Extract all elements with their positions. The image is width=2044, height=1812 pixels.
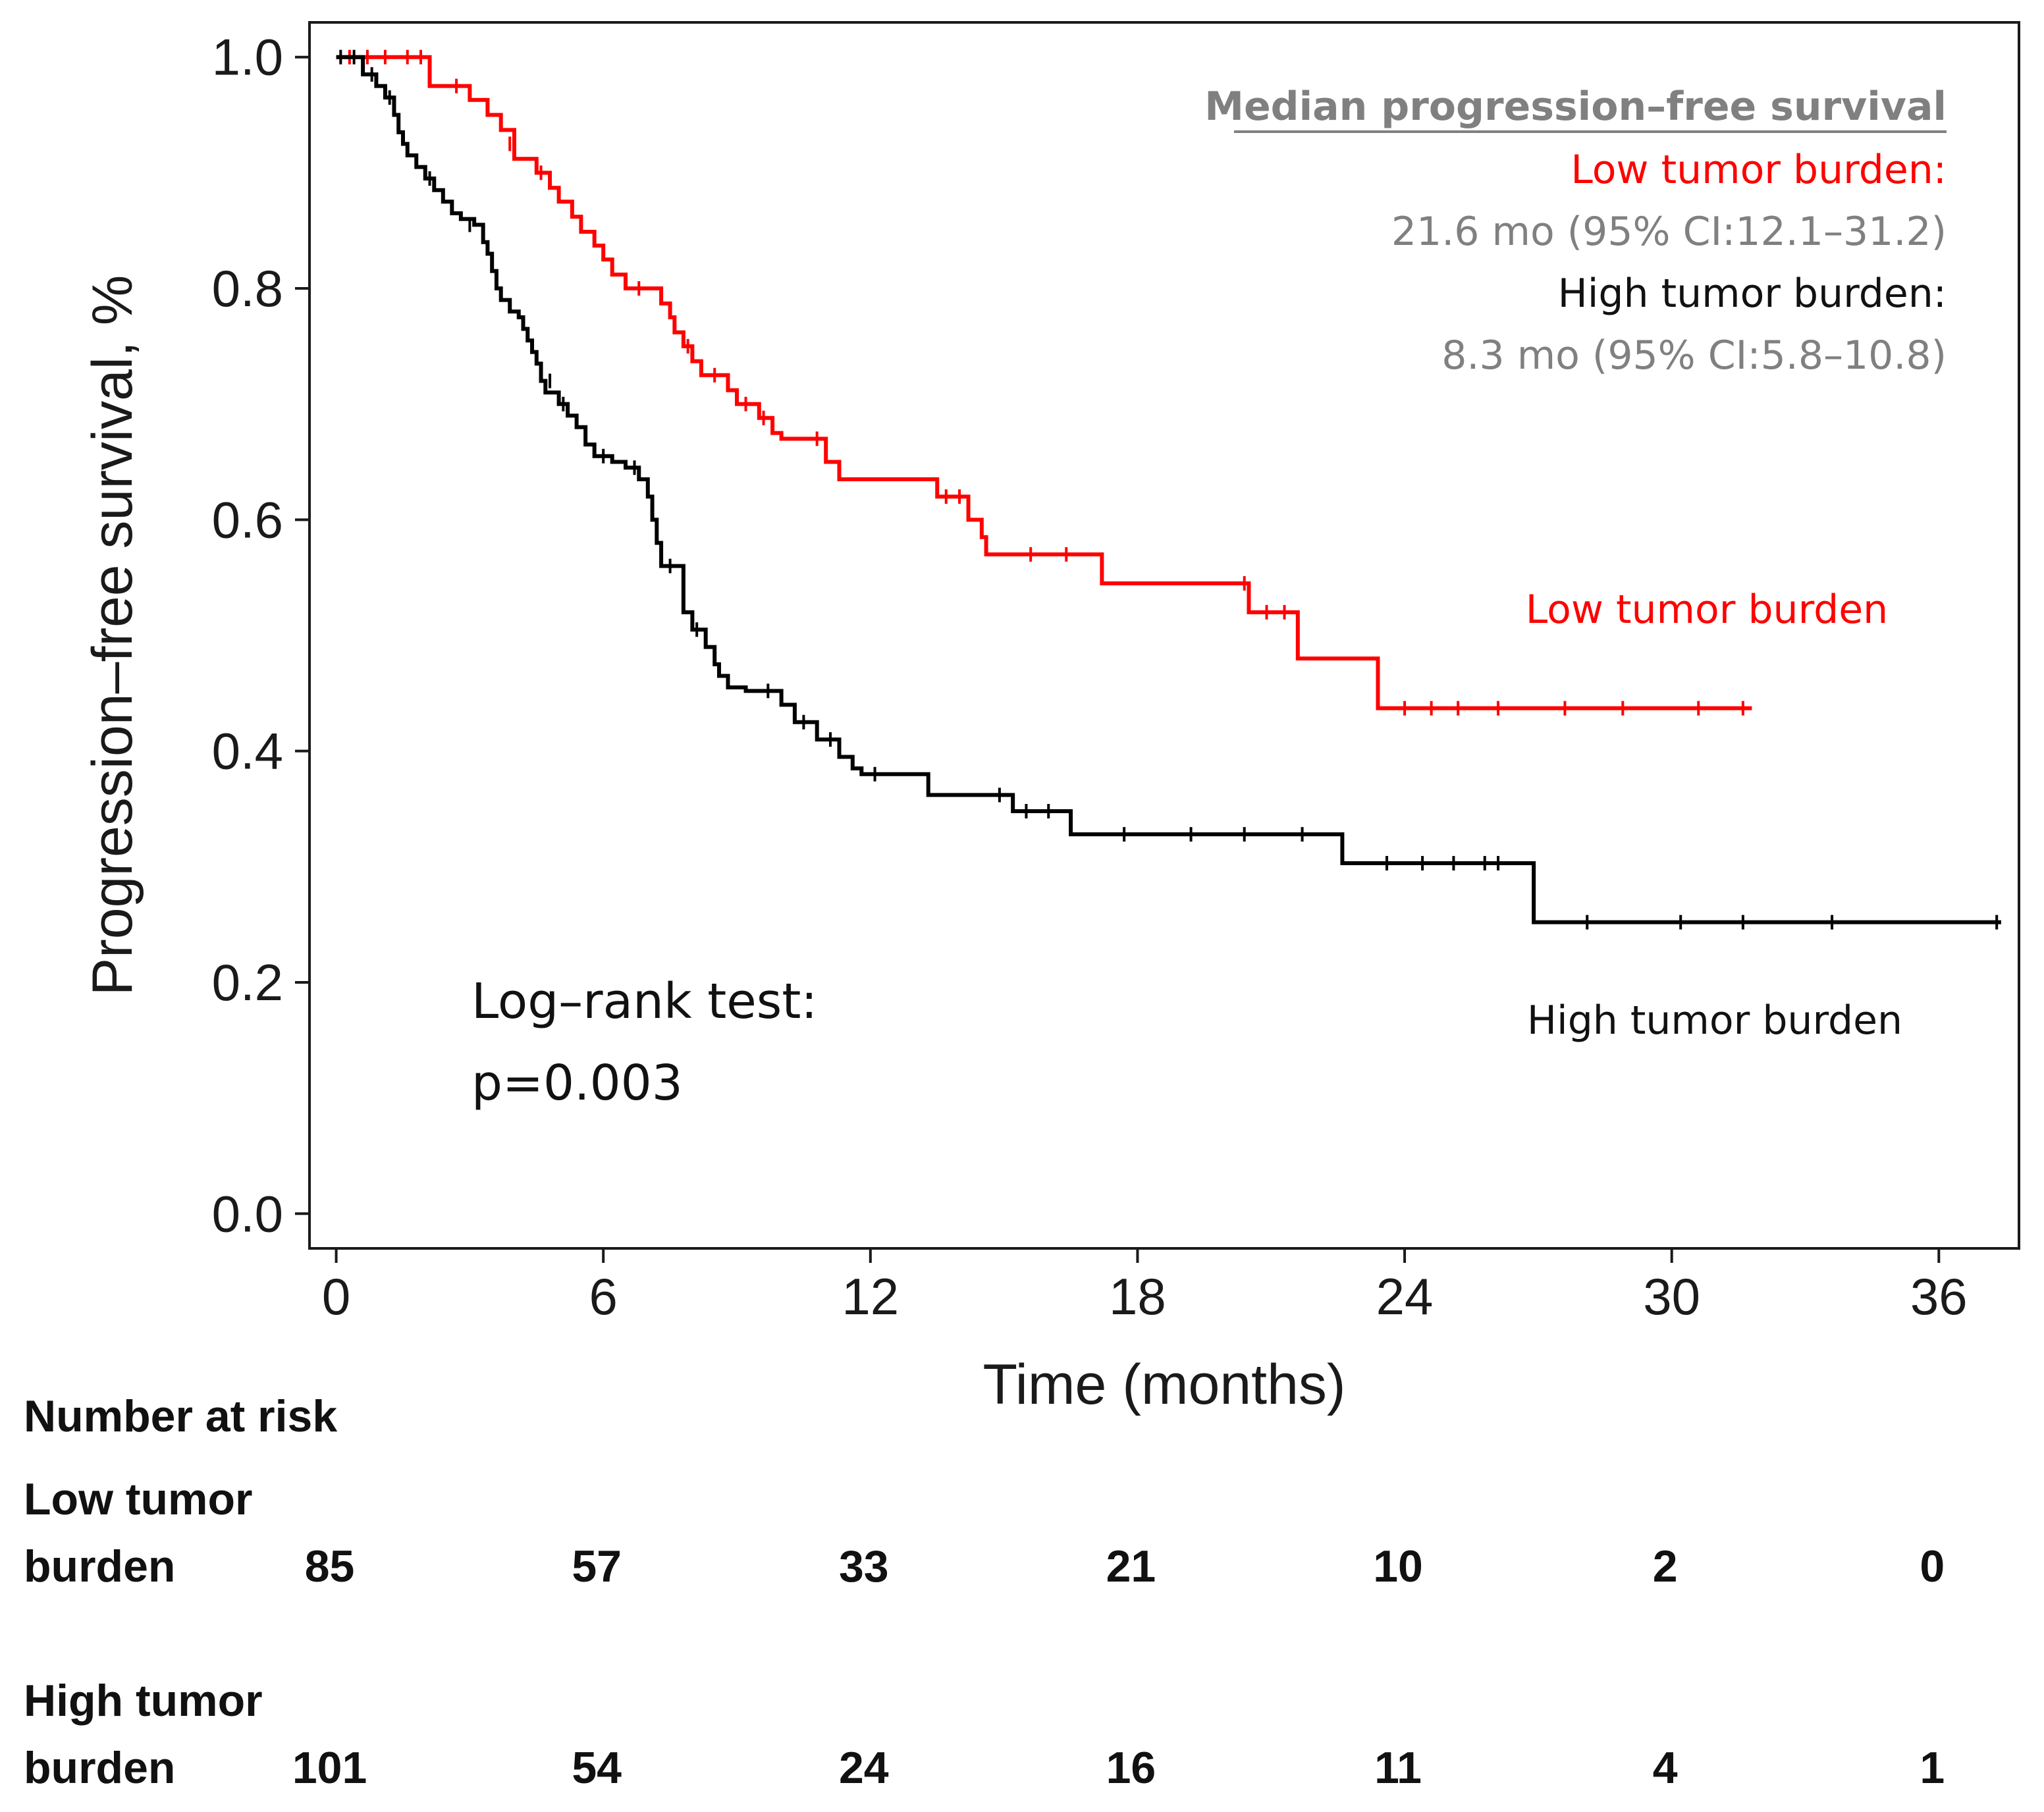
x-tick-label: 24	[1376, 1267, 1434, 1325]
risk-value: 0	[1920, 1541, 1945, 1591]
logrank-pvalue: p=0.003	[471, 1055, 683, 1111]
risk-value: 85	[305, 1541, 355, 1591]
risk-row-low-label-2: burden	[24, 1541, 175, 1591]
high-curve-label: High tumor burden	[1527, 998, 1902, 1044]
y-tick-label: 1.0	[212, 28, 283, 86]
risk-value: 11	[1374, 1743, 1422, 1793]
x-tick-label: 12	[842, 1267, 899, 1325]
logrank-title: Log–rank test:	[471, 973, 817, 1030]
risk-value: 10	[1373, 1541, 1423, 1591]
y-tick-label: 0.2	[212, 953, 283, 1011]
risk-value: 2	[1653, 1541, 1678, 1591]
risk-value: 4	[1653, 1743, 1678, 1793]
x-axis-title: Time (months)	[982, 1353, 1345, 1416]
median-high-label: High tumor burden:	[1558, 271, 1947, 317]
series-line-high	[336, 55, 2001, 924]
risk-table-values: 85 57 33 21 10 2 0 101 54 24 16 11 4 1	[292, 1541, 1945, 1793]
median-heading: Median progression–free survival	[1204, 84, 1947, 130]
y-axis: 0.0 0.2 0.4 0.6 0.8 1.0	[212, 28, 309, 1242]
risk-value: 24	[839, 1743, 889, 1793]
risk-value: 57	[572, 1541, 622, 1591]
risk-value: 33	[839, 1541, 889, 1591]
y-tick-label: 0.0	[212, 1185, 283, 1242]
median-high-value: 8.3 mo (95% CI:5.8–10.8)	[1441, 333, 1947, 379]
y-tick-label: 0.4	[212, 722, 283, 780]
risk-value: 16	[1106, 1743, 1156, 1793]
y-axis-title: Progression–free survival, %	[81, 275, 144, 996]
low-curve-label: Low tumor burden	[1526, 587, 1888, 633]
risk-row-high-label-1: High tumor	[24, 1676, 263, 1726]
survival-curves	[336, 49, 2001, 930]
y-tick-label: 0.6	[212, 491, 283, 548]
risk-value: 21	[1106, 1541, 1156, 1591]
series-line-low	[336, 55, 1752, 710]
x-tick-label: 36	[1910, 1267, 1968, 1325]
y-tick-label: 0.8	[212, 259, 283, 317]
risk-value: 101	[292, 1743, 367, 1793]
risk-value: 1	[1920, 1743, 1945, 1793]
x-tick-label: 30	[1643, 1267, 1700, 1325]
median-low-label: Low tumor burden:	[1571, 147, 1947, 193]
risk-row-high-label-2: burden	[24, 1743, 175, 1793]
plot-frame	[308, 21, 2020, 1250]
risk-value: 54	[572, 1743, 622, 1793]
median-low-value: 21.6 mo (95% CI:12.1–31.2)	[1391, 209, 1947, 255]
x-tick-label: 0	[322, 1267, 350, 1325]
x-axis: 0 6 12 18 24 30 36	[322, 1248, 1968, 1325]
x-tick-label: 6	[589, 1267, 617, 1325]
risk-table-title: Number at risk	[24, 1391, 337, 1441]
x-tick-label: 18	[1109, 1267, 1166, 1325]
risk-row-low-label-1: Low tumor	[24, 1474, 253, 1524]
